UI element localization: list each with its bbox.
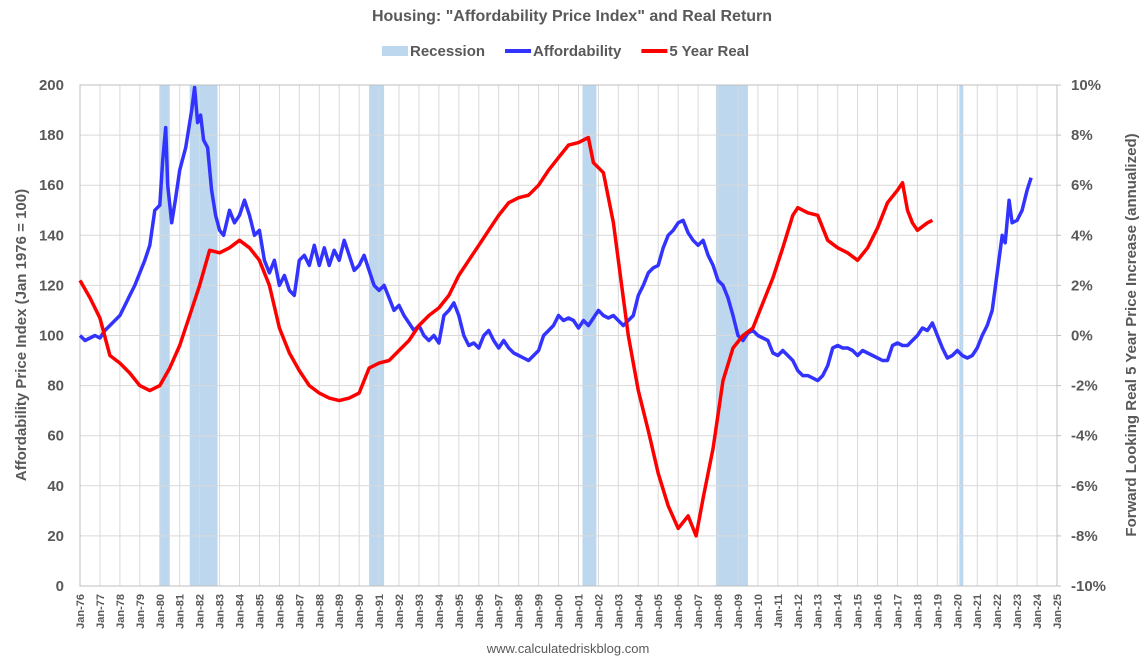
x-tick-label: Jan-17	[892, 594, 904, 629]
y2-tick-label: 8%	[1071, 127, 1093, 144]
x-tick-label: Jan-99	[534, 594, 546, 629]
x-tick-label: Jan-11	[773, 594, 785, 628]
x-tick-label: Jan-88	[314, 594, 326, 629]
x-tick-label: Jan-19	[932, 594, 944, 629]
x-tick-label: Jan-03	[613, 594, 625, 629]
y-axis-label: Affordability Price Index (Jan 1976 = 10…	[13, 189, 30, 481]
x-tick-label: Jan-91	[374, 594, 386, 629]
y-tick-label: 180	[39, 127, 64, 144]
x-tick-label: Jan-89	[334, 594, 346, 629]
y-tick-label: 40	[47, 478, 64, 495]
x-tick-label: Jan-08	[713, 594, 725, 629]
x-tick-label: Jan-98	[514, 594, 526, 629]
x-tick-label: Jan-13	[813, 594, 825, 629]
x-tick-label: Jan-96	[474, 594, 486, 629]
series-line	[78, 135, 934, 538]
y2-tick-label: 10%	[1071, 77, 1101, 94]
legend-label: Affordability	[533, 43, 622, 60]
x-tick-label: Jan-21	[972, 594, 984, 629]
x-tick-label: Jan-20	[952, 594, 964, 629]
x-tick-label: Jan-23	[1012, 594, 1024, 629]
x-tick-label: Jan-81	[175, 594, 187, 629]
legend-label: Recession	[410, 43, 485, 60]
y-tick-label: 120	[39, 277, 64, 294]
y-tick-label: 80	[47, 378, 64, 395]
legend-label: 5 Year Real	[669, 43, 749, 60]
x-tick-label: Jan-85	[254, 594, 266, 629]
x-tick-label: Jan-86	[274, 594, 286, 629]
x-tick-label: Jan-18	[912, 594, 924, 629]
y2-tick-label: 0%	[1071, 328, 1093, 345]
y-tick-label: 100	[39, 328, 64, 345]
x-tick-label: Jan-84	[235, 593, 247, 629]
chart-title: Housing: "Affordability Price Index" and…	[372, 8, 772, 25]
x-tick-label: Jan-04	[633, 593, 645, 629]
x-tick-label: Jan-94	[434, 593, 446, 629]
y2-tick-label: -10%	[1071, 578, 1106, 595]
y-tick-label: 140	[39, 227, 64, 244]
x-tick-label: Jan-79	[135, 594, 147, 629]
y2-tick-label: 6%	[1071, 177, 1093, 194]
x-tick-label: Jan-25	[1052, 594, 1064, 629]
x-tick-label: Jan-12	[793, 594, 805, 629]
x-tick-label: Jan-77	[95, 594, 107, 629]
x-tick-label: Jan-05	[653, 594, 665, 629]
y2-tick-label: 2%	[1071, 277, 1093, 294]
source: www.calculatedriskblog.com	[486, 641, 650, 656]
y-tick-label: 20	[47, 528, 64, 545]
x-tick-label: Jan-90	[354, 594, 366, 629]
x-tick-label: Jan-97	[494, 594, 506, 629]
y-tick-label: 200	[39, 77, 64, 94]
x-tick-label: Jan-24	[1032, 593, 1044, 629]
x-tick-label: Jan-87	[294, 594, 306, 629]
x-tick-label: Jan-00	[554, 594, 566, 629]
y-tick-label: 60	[47, 428, 64, 445]
x-tick-label: Jan-93	[414, 594, 426, 629]
y2-axis-label: Forward Looking Real 5 Year Price Increa…	[1123, 133, 1140, 536]
x-tick-label: Jan-82	[195, 594, 207, 629]
legend-swatch	[382, 46, 408, 56]
series-line	[78, 85, 1033, 383]
x-tick-label: Jan-01	[573, 594, 585, 629]
y-tick-label: 0	[56, 578, 64, 595]
x-tick-label: Jan-95	[454, 594, 466, 629]
y2-tick-label: -8%	[1071, 528, 1098, 545]
x-tick-label: Jan-15	[853, 594, 865, 629]
x-tick-label: Jan-02	[593, 594, 605, 629]
x-tick-label: Jan-07	[693, 594, 705, 629]
x-tick-label: Jan-92	[394, 594, 406, 629]
y2-tick-label: -6%	[1071, 478, 1098, 495]
y2-tick-label: -2%	[1071, 378, 1098, 395]
x-tick-label: Jan-06	[673, 594, 685, 629]
x-tick-label: Jan-83	[215, 594, 227, 629]
x-tick-label: Jan-78	[115, 594, 127, 629]
x-tick-label: Jan-22	[992, 594, 1004, 629]
x-tick-label: Jan-80	[155, 594, 167, 629]
x-tick-label: Jan-14	[833, 593, 845, 629]
y2-tick-label: -4%	[1071, 428, 1098, 445]
y-tick-label: 160	[39, 177, 64, 194]
y2-tick-label: 4%	[1071, 227, 1093, 244]
x-tick-label: Jan-16	[873, 594, 885, 629]
x-tick-label: Jan-76	[75, 594, 87, 629]
x-tick-label: Jan-09	[733, 594, 745, 629]
x-tick-label: Jan-10	[753, 594, 765, 629]
